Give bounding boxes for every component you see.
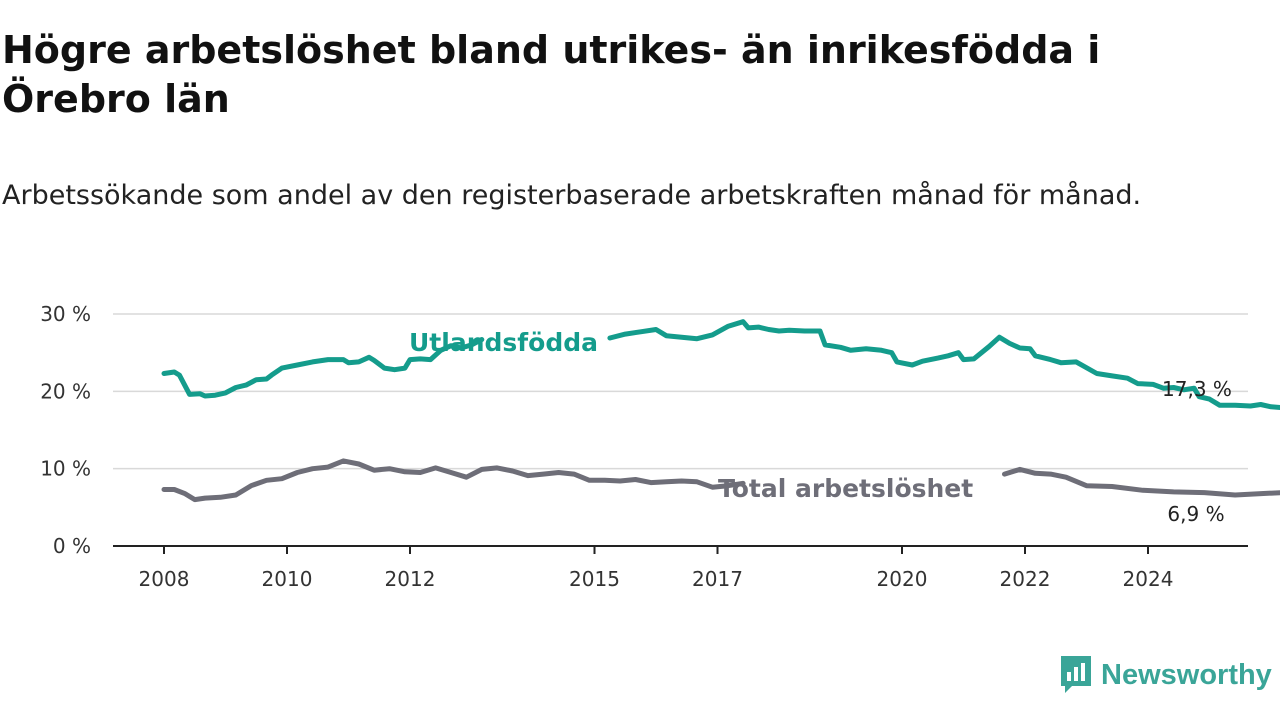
x-tick-label: 2024 [1123, 567, 1174, 591]
chart-labels: 0 % 10 % 20 % 30 % 2008 2010 2012 2015 2017 2020 2… [40, 302, 1232, 591]
series-lines [161, 319, 1280, 503]
x-tick-label: 2008 [139, 567, 190, 591]
grid-lines [113, 313, 1248, 470]
y-tick-label: 0 % [53, 534, 91, 558]
newsworthy-logo: Newsworthy [1059, 655, 1272, 695]
series-label-1: Total arbetslöshet [718, 474, 973, 503]
axes [113, 545, 1248, 554]
chart-subtitle: Arbetssökande som andel av den registerb… [2, 180, 1142, 211]
newsworthy-logo-text: Newsworthy [1101, 658, 1272, 691]
series-line-1 [161, 458, 1280, 503]
x-tick-label: 2017 [692, 567, 743, 591]
chart-title: Högre arbetslöshet bland utrikes- än inr… [2, 28, 1101, 121]
y-tick-label: 20 % [40, 379, 91, 403]
line-chart: 0 % 10 % 20 % 30 % 2008 2010 2012 2015 2017 2020 2… [40, 302, 1280, 591]
y-tick-label: 30 % [40, 302, 91, 326]
x-tick-label: 2012 [385, 567, 436, 591]
series-label-0: Utlandsfödda [409, 328, 598, 357]
x-tick-label: 2015 [569, 567, 620, 591]
x-tick-label: 2022 [1000, 567, 1051, 591]
x-tick-label: 2010 [262, 567, 313, 591]
y-tick-label: 10 % [40, 457, 91, 481]
x-tick-label: 2020 [877, 567, 928, 591]
series-line-0 [161, 319, 1280, 411]
series-end-label-1: 6,9 % [1167, 502, 1224, 526]
series-end-label-0: 17,3 % [1162, 377, 1232, 401]
newsworthy-logo-icon [1061, 656, 1091, 693]
